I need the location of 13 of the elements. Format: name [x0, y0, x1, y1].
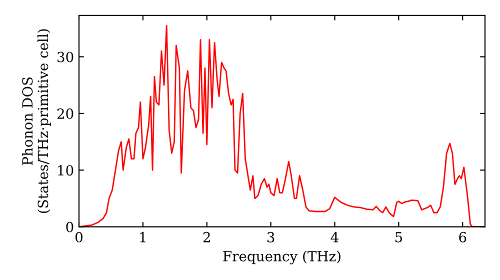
x-tick-label: 4	[330, 232, 338, 242]
x-axis-title: Frequency (THz)	[223, 250, 340, 264]
x-tick-label: 3	[267, 232, 274, 242]
y-tick-label: 10	[58, 165, 74, 176]
x-tick-label: 6	[459, 232, 466, 242]
x-tick-label: 2	[203, 232, 210, 242]
y-tick-label: 0	[66, 222, 74, 232]
y-axis-title: Phonon DOS (States/THz·primitive cell)	[22, 29, 51, 213]
x-tick-label: 5	[395, 232, 402, 242]
x-tick-label: 1	[140, 232, 146, 242]
y-tick-label: 20	[57, 108, 74, 119]
y-tick-label: 30	[58, 52, 74, 62]
x-tick-label: 0	[75, 232, 82, 242]
